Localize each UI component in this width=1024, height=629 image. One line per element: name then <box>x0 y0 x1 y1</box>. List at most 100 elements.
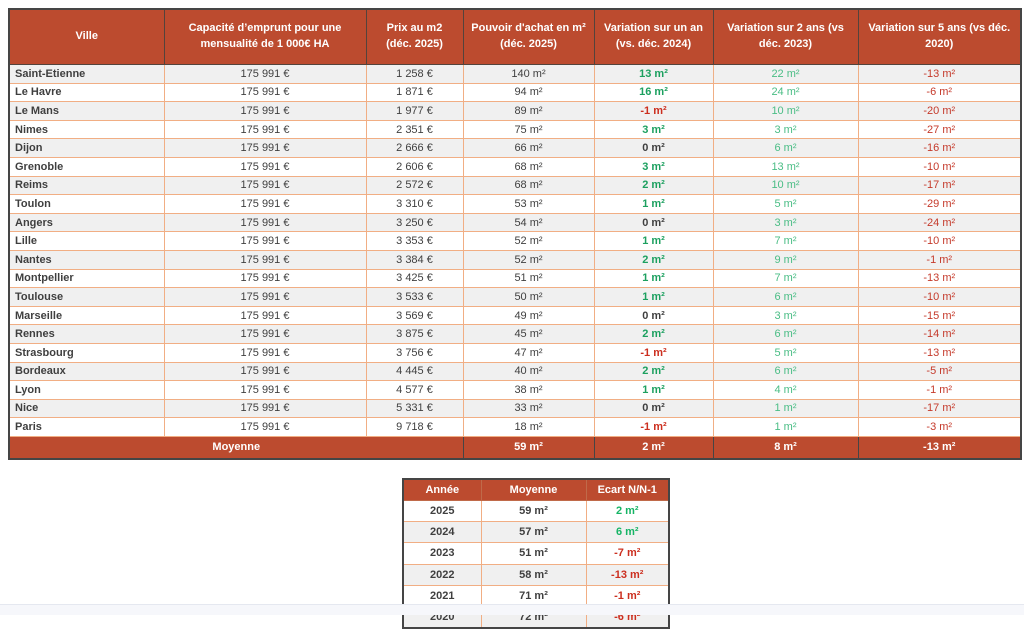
cell-purchasing-power[interactable]: 75 m² <box>462 119 595 140</box>
cell-price-per-m2[interactable]: 2 572 € <box>365 175 464 196</box>
cell-price-per-m2[interactable]: 3 384 € <box>365 249 464 270</box>
cell-variation-2yr[interactable]: 5 m² <box>712 342 859 363</box>
cell-price-per-m2[interactable]: 3 756 € <box>365 342 464 363</box>
col-header-ecart[interactable]: Ecart N/N-1 <box>585 478 670 501</box>
cell-city-name[interactable]: Strasbourg <box>8 342 165 363</box>
cell-variation-1yr[interactable]: -1 m² <box>593 417 714 437</box>
cell-price-per-m2[interactable]: 5 331 € <box>365 398 464 419</box>
cell-purchasing-power[interactable]: 49 m² <box>462 305 595 326</box>
cell-variation-2yr[interactable]: 7 m² <box>712 231 859 251</box>
col-header-prix-m2[interactable]: Prix au m2 (déc. 2025) <box>365 8 464 65</box>
cell-variation-2yr[interactable]: 3 m² <box>712 212 859 233</box>
cell-borrowing-capacity[interactable]: 175 991 € <box>163 138 367 158</box>
cell-variation-5yr[interactable]: -13 m² <box>857 64 1022 84</box>
cell-variation-1yr[interactable]: 1 m² <box>593 287 714 307</box>
cell-variation-1yr[interactable]: 0 m² <box>593 138 714 158</box>
cell-average-purchasing-power[interactable]: 59 m² <box>462 435 595 460</box>
cell-city-name[interactable]: Toulouse <box>8 287 165 307</box>
cell-variation-1yr[interactable]: -1 m² <box>593 101 714 121</box>
cell-year-gap[interactable]: -1 m² <box>585 584 670 607</box>
cell-price-per-m2[interactable]: 9 718 € <box>365 417 464 437</box>
cell-variation-2yr[interactable]: 6 m² <box>712 324 859 344</box>
cell-variation-2yr[interactable]: 7 m² <box>712 268 859 289</box>
cell-city-name[interactable]: Lyon <box>8 380 165 400</box>
cell-variation-5yr[interactable]: -10 m² <box>857 231 1022 251</box>
cell-variation-1yr[interactable]: 1 m² <box>593 268 714 289</box>
cell-borrowing-capacity[interactable]: 175 991 € <box>163 119 367 140</box>
cell-variation-1yr[interactable]: -1 m² <box>593 342 714 363</box>
cell-variation-5yr[interactable]: -10 m² <box>857 156 1022 177</box>
cell-price-per-m2[interactable]: 3 569 € <box>365 305 464 326</box>
col-header-pouvoir-achat[interactable]: Pouvoir d'achat en m² (déc. 2025) <box>462 8 595 65</box>
col-header-variation-5ans[interactable]: Variation sur 5 ans (vs déc. 2020) <box>857 8 1022 65</box>
cell-year-gap[interactable]: -13 m² <box>585 563 670 586</box>
cell-variation-1yr[interactable]: 3 m² <box>593 119 714 140</box>
cell-variation-2yr[interactable]: 22 m² <box>712 64 859 84</box>
cell-purchasing-power[interactable]: 52 m² <box>462 249 595 270</box>
cell-variation-1yr[interactable]: 0 m² <box>593 398 714 419</box>
cell-variation-1yr[interactable]: 2 m² <box>593 361 714 382</box>
cell-city-name[interactable]: Le Mans <box>8 101 165 121</box>
cell-variation-5yr[interactable]: -24 m² <box>857 212 1022 233</box>
cell-city-name[interactable]: Dijon <box>8 138 165 158</box>
cell-average-label[interactable]: Moyenne <box>8 435 464 460</box>
cell-variation-5yr[interactable]: -13 m² <box>857 342 1022 363</box>
cell-variation-2yr[interactable]: 1 m² <box>712 417 859 437</box>
cell-city-name[interactable]: Le Havre <box>8 82 165 103</box>
cell-price-per-m2[interactable]: 4 577 € <box>365 380 464 400</box>
cell-purchasing-power[interactable]: 47 m² <box>462 342 595 363</box>
cell-year-gap[interactable]: 2 m² <box>585 499 670 523</box>
cell-variation-5yr[interactable]: -15 m² <box>857 305 1022 326</box>
cell-borrowing-capacity[interactable]: 175 991 € <box>163 175 367 196</box>
cell-city-name[interactable]: Saint-Etienne <box>8 64 165 84</box>
cell-average-variation-5yr[interactable]: -13 m² <box>857 435 1022 460</box>
cell-variation-2yr[interactable]: 6 m² <box>712 361 859 382</box>
cell-price-per-m2[interactable]: 3 353 € <box>365 231 464 251</box>
cell-variation-2yr[interactable]: 13 m² <box>712 156 859 177</box>
cell-price-per-m2[interactable]: 2 606 € <box>365 156 464 177</box>
cell-purchasing-power[interactable]: 53 m² <box>462 194 595 214</box>
cell-borrowing-capacity[interactable]: 175 991 € <box>163 417 367 437</box>
cell-borrowing-capacity[interactable]: 175 991 € <box>163 305 367 326</box>
cell-price-per-m2[interactable]: 1 871 € <box>365 82 464 103</box>
cell-year-average[interactable]: 59 m² <box>480 499 587 523</box>
cell-borrowing-capacity[interactable]: 175 991 € <box>163 156 367 177</box>
cell-price-per-m2[interactable]: 2 666 € <box>365 138 464 158</box>
cell-borrowing-capacity[interactable]: 175 991 € <box>163 194 367 214</box>
cell-price-per-m2[interactable]: 1 977 € <box>365 101 464 121</box>
cell-variation-2yr[interactable]: 3 m² <box>712 119 859 140</box>
col-header-capacite[interactable]: Capacité d’emprunt pour une mensualité d… <box>163 8 367 65</box>
col-header-ville[interactable]: Ville <box>8 8 165 65</box>
cell-variation-2yr[interactable]: 1 m² <box>712 398 859 419</box>
cell-year[interactable]: 2025 <box>402 499 482 523</box>
cell-year[interactable]: 2021 <box>402 584 482 607</box>
cell-year-average[interactable]: 58 m² <box>480 563 587 586</box>
cell-variation-5yr[interactable]: -1 m² <box>857 380 1022 400</box>
cell-price-per-m2[interactable]: 3 250 € <box>365 212 464 233</box>
cell-purchasing-power[interactable]: 51 m² <box>462 268 595 289</box>
cell-purchasing-power[interactable]: 50 m² <box>462 287 595 307</box>
cell-purchasing-power[interactable]: 54 m² <box>462 212 595 233</box>
cell-variation-1yr[interactable]: 1 m² <box>593 194 714 214</box>
cell-variation-1yr[interactable]: 16 m² <box>593 82 714 103</box>
cell-average-variation-1yr[interactable]: 2 m² <box>593 435 714 460</box>
cell-borrowing-capacity[interactable]: 175 991 € <box>163 342 367 363</box>
cell-price-per-m2[interactable]: 2 351 € <box>365 119 464 140</box>
cell-variation-5yr[interactable]: -1 m² <box>857 249 1022 270</box>
cell-city-name[interactable]: Rennes <box>8 324 165 344</box>
cell-variation-2yr[interactable]: 4 m² <box>712 380 859 400</box>
cell-variation-1yr[interactable]: 0 m² <box>593 212 714 233</box>
cell-city-name[interactable]: Grenoble <box>8 156 165 177</box>
cell-borrowing-capacity[interactable]: 175 991 € <box>163 361 367 382</box>
col-header-moyenne[interactable]: Moyenne <box>480 478 587 501</box>
cell-purchasing-power[interactable]: 18 m² <box>462 417 595 437</box>
cell-purchasing-power[interactable]: 33 m² <box>462 398 595 419</box>
col-header-annee[interactable]: Année <box>402 478 482 501</box>
cell-variation-1yr[interactable]: 2 m² <box>593 249 714 270</box>
cell-purchasing-power[interactable]: 68 m² <box>462 156 595 177</box>
cell-city-name[interactable]: Nantes <box>8 249 165 270</box>
cell-variation-1yr[interactable]: 0 m² <box>593 305 714 326</box>
cell-variation-2yr[interactable]: 3 m² <box>712 305 859 326</box>
cell-purchasing-power[interactable]: 68 m² <box>462 175 595 196</box>
cell-purchasing-power[interactable]: 66 m² <box>462 138 595 158</box>
